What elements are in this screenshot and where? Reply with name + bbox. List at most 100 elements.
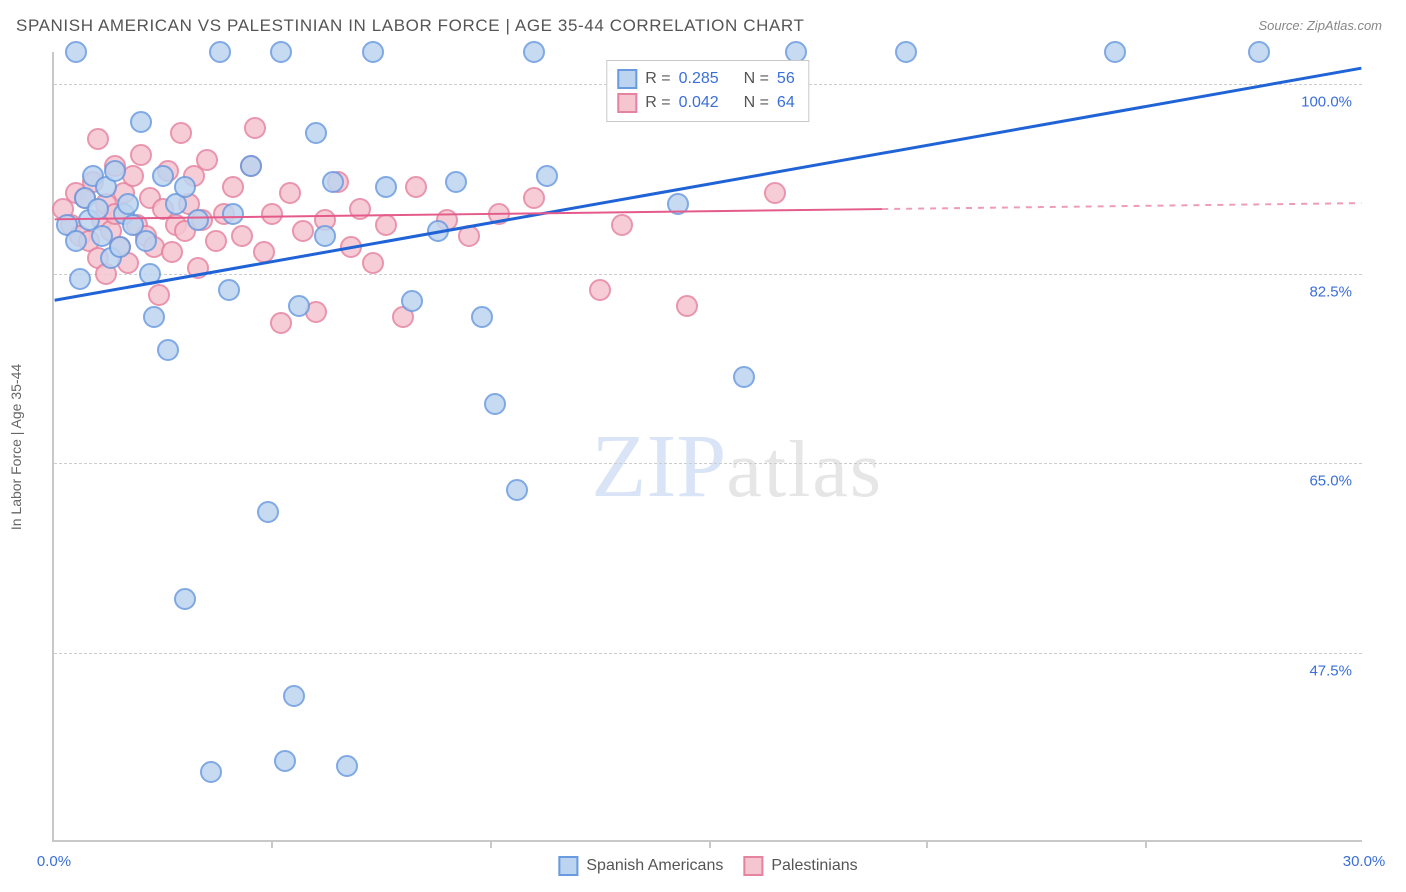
data-point xyxy=(401,290,423,312)
data-point xyxy=(157,339,179,361)
data-point xyxy=(362,41,384,63)
data-point xyxy=(349,198,371,220)
data-point xyxy=(764,182,786,204)
data-point xyxy=(231,225,253,247)
watermark-zip: ZIP xyxy=(591,417,726,516)
data-point xyxy=(222,176,244,198)
data-point xyxy=(589,279,611,301)
data-point xyxy=(161,241,183,263)
data-point xyxy=(427,220,449,242)
data-point xyxy=(87,198,109,220)
r-label: R = xyxy=(645,91,670,115)
legend-swatch-2 xyxy=(617,93,637,113)
data-point xyxy=(87,128,109,150)
data-point xyxy=(65,41,87,63)
data-point xyxy=(484,393,506,415)
gridline xyxy=(54,463,1362,464)
data-point xyxy=(895,41,917,63)
data-point xyxy=(130,144,152,166)
chart-plot-area: ZIPatlas R = 0.285 N = 56 R = 0.042 N = … xyxy=(52,52,1362,842)
data-point xyxy=(135,230,157,252)
data-point xyxy=(362,252,384,274)
data-point xyxy=(218,279,240,301)
data-point xyxy=(65,230,87,252)
data-point xyxy=(244,117,266,139)
data-point xyxy=(375,214,397,236)
r-label: R = xyxy=(645,67,670,91)
series-legend-item-1: Spanish Americans xyxy=(558,856,723,876)
data-point xyxy=(187,257,209,279)
data-point xyxy=(733,366,755,388)
data-point xyxy=(1104,41,1126,63)
n-value-1: 56 xyxy=(777,67,795,91)
data-point xyxy=(270,312,292,334)
y-tick-label: 100.0% xyxy=(1301,94,1352,111)
source-label: Source: ZipAtlas.com xyxy=(1258,18,1382,33)
data-point xyxy=(336,755,358,777)
series-label-2: Palestinians xyxy=(771,857,857,875)
data-point xyxy=(292,220,314,242)
watermark-atlas: atlas xyxy=(726,426,883,514)
data-point xyxy=(104,160,126,182)
x-minor-tick xyxy=(490,840,492,848)
data-point xyxy=(506,479,528,501)
n-label: N = xyxy=(744,67,769,91)
data-point xyxy=(523,41,545,63)
x-minor-tick xyxy=(271,840,273,848)
data-point xyxy=(130,111,152,133)
data-point xyxy=(117,193,139,215)
x-minor-tick xyxy=(709,840,711,848)
data-point xyxy=(405,176,427,198)
series-label-1: Spanish Americans xyxy=(586,857,723,875)
correlation-legend: R = 0.285 N = 56 R = 0.042 N = 64 xyxy=(606,60,809,122)
gridline xyxy=(54,653,1362,654)
data-point xyxy=(240,155,262,177)
data-point xyxy=(488,203,510,225)
y-tick-label: 82.5% xyxy=(1309,283,1352,300)
data-point xyxy=(322,171,344,193)
trend-line-dashed xyxy=(882,203,1361,209)
data-point xyxy=(205,230,227,252)
data-point xyxy=(471,306,493,328)
data-point xyxy=(253,241,275,263)
r-value-2: 0.042 xyxy=(679,91,719,115)
data-point xyxy=(139,263,161,285)
data-point xyxy=(676,295,698,317)
gridline xyxy=(54,274,1362,275)
data-point xyxy=(143,306,165,328)
data-point xyxy=(305,122,327,144)
data-point xyxy=(314,225,336,247)
correlation-legend-row-1: R = 0.285 N = 56 xyxy=(617,67,794,91)
data-point xyxy=(148,284,170,306)
data-point xyxy=(274,750,296,772)
data-point xyxy=(174,588,196,610)
y-axis-label: In Labor Force | Age 35-44 xyxy=(6,52,26,842)
data-point xyxy=(270,41,292,63)
data-point xyxy=(200,761,222,783)
data-point xyxy=(170,122,192,144)
x-tick-label: 30.0% xyxy=(1343,853,1386,870)
r-value-1: 0.285 xyxy=(679,67,719,91)
data-point xyxy=(196,149,218,171)
series-swatch-1 xyxy=(558,856,578,876)
correlation-legend-row-2: R = 0.042 N = 64 xyxy=(617,91,794,115)
data-point xyxy=(340,236,362,258)
data-point xyxy=(667,193,689,215)
series-swatch-2 xyxy=(743,856,763,876)
n-value-2: 64 xyxy=(777,91,795,115)
data-point xyxy=(257,501,279,523)
data-point xyxy=(288,295,310,317)
data-point xyxy=(375,176,397,198)
data-point xyxy=(261,203,283,225)
series-legend: Spanish Americans Palestinians xyxy=(558,856,857,876)
data-point xyxy=(222,203,244,225)
data-point xyxy=(187,209,209,231)
data-point xyxy=(523,187,545,209)
x-tick-label: 0.0% xyxy=(37,853,71,870)
data-point xyxy=(283,685,305,707)
series-legend-item-2: Palestinians xyxy=(743,856,857,876)
data-point xyxy=(536,165,558,187)
data-point xyxy=(279,182,301,204)
data-point xyxy=(458,225,480,247)
data-point xyxy=(445,171,467,193)
